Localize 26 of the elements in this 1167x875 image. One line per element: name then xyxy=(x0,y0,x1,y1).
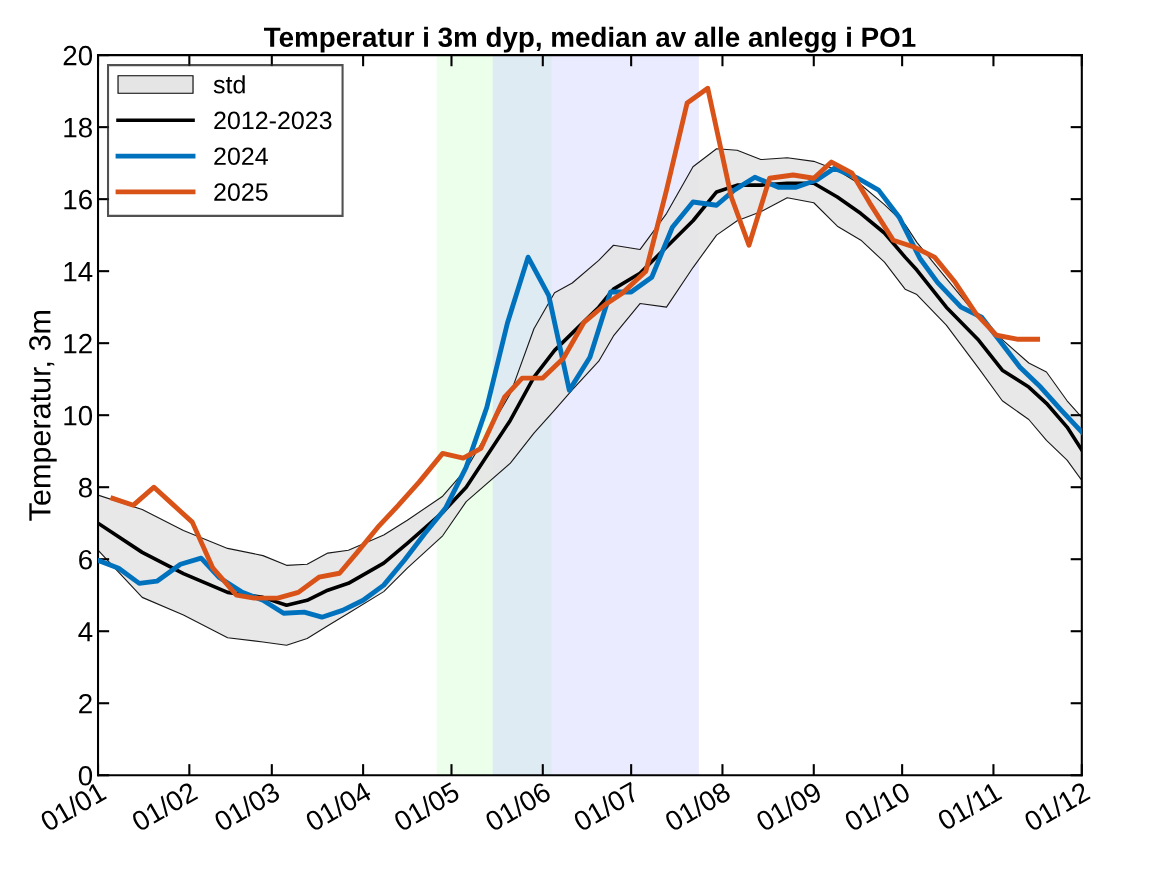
y-tick-label: 6 xyxy=(79,549,92,570)
y-axis-title: Temperatur, 3m xyxy=(29,311,57,521)
legend-label: 2012-2023 xyxy=(214,111,332,130)
legend-label: 2025 xyxy=(214,183,268,201)
x-tick-label: 01/08 xyxy=(663,780,732,832)
y-tick-label: 20 xyxy=(63,45,93,66)
x-tick-label: 01/06 xyxy=(483,780,552,832)
x-tick-label: 01/03 xyxy=(212,780,281,832)
x-tick-label: 01/12 xyxy=(1022,780,1091,832)
y-tick-label: 18 xyxy=(64,117,92,138)
y-tick-label: 4 xyxy=(78,622,93,642)
y-tick-label: 8 xyxy=(78,477,92,498)
x-tick-label: 01/09 xyxy=(754,780,823,832)
y-tick-label: 16 xyxy=(64,189,92,210)
y-tick-label: 14 xyxy=(64,262,93,282)
y-tick-label: 2 xyxy=(79,693,92,714)
y-tick-label: 10 xyxy=(64,405,93,426)
y-tick-label: 0 xyxy=(78,765,93,786)
x-tick-label: 01/02 xyxy=(130,780,199,832)
chart-title: Temperatur i 3m dyp, median av alle anlegg i PO1 xyxy=(264,26,916,53)
x-tick-label: 01/04 xyxy=(303,780,373,832)
y-tick-label: 12 xyxy=(64,333,92,354)
legend-label: std xyxy=(213,75,245,94)
x-tick-label: 01/11 xyxy=(935,780,1003,831)
x-tick-label: 01/10 xyxy=(842,780,912,832)
legend-label: 2024 xyxy=(214,147,268,166)
